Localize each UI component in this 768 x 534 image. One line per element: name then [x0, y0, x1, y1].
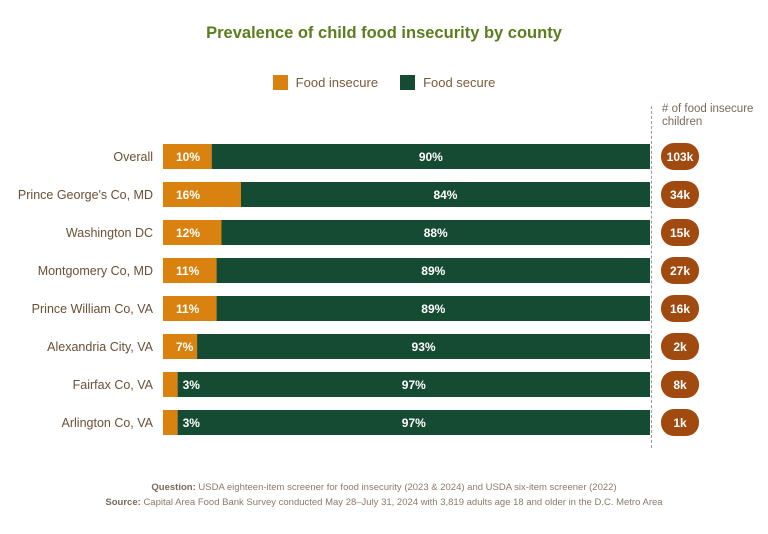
count-label-prince-william-co-va: 16k	[670, 302, 690, 316]
count-badge-arlington-co-va	[661, 409, 699, 436]
count-label-alexandria-city-va: 2k	[673, 340, 687, 354]
bar-food-secure-fairfax-co-va	[177, 372, 651, 397]
data-label-food-insecure-prince-william-co-va: 11%	[176, 302, 200, 316]
bar-food-insecure-arlington-co-va	[163, 410, 178, 435]
bar-food-secure-alexandria-city-va	[197, 334, 650, 359]
bar-food-insecure-alexandria-city-va	[163, 334, 198, 359]
footer-question-text: USDA eighteen-item screener for food ins…	[198, 482, 617, 493]
count-badge-prince-george-s-co-md	[661, 181, 699, 208]
footer-source-label: Source:	[105, 497, 141, 508]
chart-title: Prevalence of child food insecurity by c…	[206, 24, 562, 42]
bar-food-insecure-prince-william-co-va	[163, 296, 217, 321]
bar-food-insecure-overall	[163, 144, 212, 169]
counts-divider-line	[651, 106, 652, 448]
footer-source-text: Capital Area Food Bank Survey conducted …	[143, 497, 663, 508]
bar-food-secure-arlington-co-va	[177, 410, 651, 435]
count-label-montgomery-co-md: 27k	[670, 264, 690, 278]
footer-question-label: Question:	[151, 482, 196, 493]
count-badge-washington-dc	[661, 219, 699, 246]
data-label-food-secure-washington-dc: 88%	[424, 226, 448, 240]
category-label-prince-george-s-co-md: Prince George's Co, MD	[18, 188, 153, 202]
bar-food-secure-montgomery-co-md	[216, 258, 650, 283]
data-label-food-secure-fairfax-co-va: 97%	[402, 378, 426, 392]
data-label-food-secure-alexandria-city-va: 93%	[412, 340, 436, 354]
category-label-arlington-co-va: Arlington Co, VA	[62, 416, 154, 430]
data-label-food-secure-overall: 90%	[419, 150, 443, 164]
legend-label-food-insecure: Food insecure	[295, 75, 379, 90]
category-label-prince-william-co-va: Prince William Co, VA	[32, 302, 154, 316]
chart-legend: Food insecure Food secure	[0, 75, 768, 90]
data-label-food-insecure-prince-george-s-co-md: 16%	[176, 188, 200, 202]
data-label-food-insecure-arlington-co-va: 3%	[183, 416, 201, 430]
bar-food-secure-washington-dc	[221, 220, 650, 245]
count-label-overall: 103k	[667, 150, 694, 164]
legend-item-food-insecure: Food insecure	[272, 75, 379, 90]
bar-food-secure-prince-william-co-va	[216, 296, 650, 321]
count-badge-prince-william-co-va	[661, 295, 699, 322]
count-badge-montgomery-co-md	[661, 257, 699, 284]
footer-question: Question: USDA eighteen-item screener fo…	[0, 482, 768, 493]
count-label-washington-dc: 15k	[670, 226, 690, 240]
bar-food-insecure-washington-dc	[163, 220, 222, 245]
count-label-prince-george-s-co-md: 34k	[670, 188, 690, 202]
data-label-food-insecure-washington-dc: 12%	[176, 226, 200, 240]
bar-food-secure-prince-george-s-co-md	[240, 182, 651, 207]
count-badge-fairfax-co-va	[661, 371, 699, 398]
footer-source: Source: Capital Area Food Bank Survey co…	[0, 497, 768, 508]
category-label-overall: Overall	[113, 150, 153, 164]
count-label-fairfax-co-va: 8k	[673, 378, 687, 392]
count-badge-alexandria-city-va	[661, 333, 699, 360]
category-label-alexandria-city-va: Alexandria City, VA	[47, 340, 153, 354]
bar-food-insecure-fairfax-co-va	[163, 372, 178, 397]
data-label-food-insecure-alexandria-city-va: 7%	[176, 340, 194, 354]
category-label-montgomery-co-md: Montgomery Co, MD	[38, 264, 153, 278]
data-label-food-insecure-montgomery-co-md: 11%	[176, 264, 200, 278]
data-label-food-secure-prince-george-s-co-md: 84%	[433, 188, 457, 202]
count-label-arlington-co-va: 1k	[673, 416, 687, 430]
bar-food-insecure-montgomery-co-md	[163, 258, 217, 283]
data-label-food-insecure-overall: 10%	[176, 150, 200, 164]
bar-food-insecure-prince-george-s-co-md	[163, 182, 241, 207]
legend-swatch-food-insecure	[272, 75, 288, 90]
count-badge-overall	[661, 143, 699, 170]
bar-food-secure-overall	[211, 144, 650, 169]
legend-item-food-secure: Food secure	[400, 75, 495, 90]
data-label-food-insecure-fairfax-co-va: 3%	[183, 378, 201, 392]
category-label-washington-dc: Washington DC	[66, 226, 153, 240]
legend-swatch-food-secure	[400, 75, 416, 90]
data-label-food-secure-arlington-co-va: 97%	[402, 416, 426, 430]
category-label-fairfax-co-va: Fairfax Co, VA	[73, 378, 154, 392]
counts-column-header: # of food insecure children	[662, 103, 754, 128]
data-label-food-secure-prince-william-co-va: 89%	[421, 302, 445, 316]
data-label-food-secure-montgomery-co-md: 89%	[421, 264, 445, 278]
legend-label-food-secure: Food secure	[423, 75, 496, 90]
